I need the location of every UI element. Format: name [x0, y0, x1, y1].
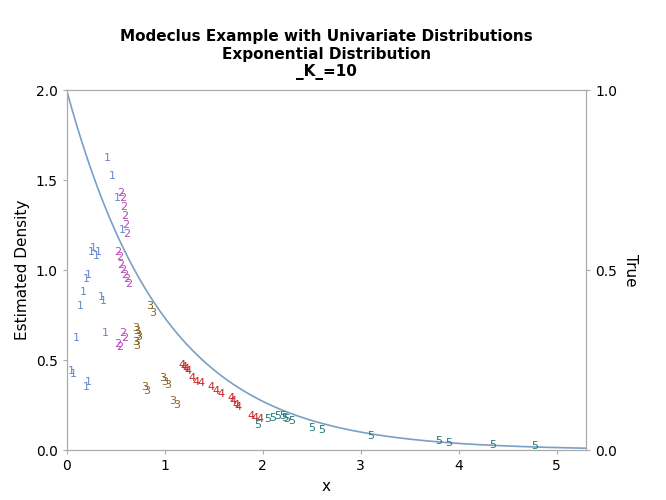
Text: 2: 2	[119, 265, 126, 275]
Text: 4: 4	[228, 393, 235, 403]
Text: 2: 2	[119, 328, 126, 338]
Text: 4: 4	[256, 414, 263, 424]
Text: 1: 1	[114, 193, 121, 203]
Text: 3: 3	[159, 373, 166, 383]
Y-axis label: Estimated Density: Estimated Density	[15, 200, 30, 340]
Text: 2: 2	[116, 342, 123, 352]
Text: 3: 3	[164, 380, 171, 390]
Text: 5: 5	[318, 425, 325, 435]
Text: 2: 2	[114, 339, 121, 349]
Y-axis label: True: True	[623, 254, 638, 286]
Text: 3: 3	[143, 386, 151, 396]
Text: 1: 1	[89, 244, 97, 254]
Text: 4: 4	[178, 360, 186, 370]
Text: 3: 3	[135, 330, 142, 340]
Text: 1: 1	[83, 274, 90, 284]
Text: 1: 1	[97, 292, 105, 302]
Text: 4: 4	[182, 364, 190, 374]
Text: 4: 4	[247, 411, 254, 421]
Text: 5: 5	[436, 436, 443, 446]
Text: 2: 2	[121, 211, 128, 221]
Text: 5: 5	[254, 420, 261, 430]
Text: 5: 5	[288, 416, 296, 426]
Text: 2: 2	[121, 334, 128, 344]
Text: 4: 4	[218, 389, 225, 399]
Text: 1: 1	[85, 376, 92, 386]
Text: 1: 1	[73, 334, 80, 344]
Text: 3: 3	[147, 301, 153, 311]
Text: 3: 3	[141, 382, 149, 392]
Text: 4: 4	[232, 400, 240, 410]
Text: 5: 5	[274, 411, 281, 421]
Text: 1: 1	[80, 286, 87, 296]
Text: 4: 4	[184, 366, 192, 376]
Text: 2: 2	[125, 280, 132, 289]
Text: 3: 3	[132, 322, 139, 332]
Text: 4: 4	[251, 412, 258, 422]
Text: 5: 5	[308, 424, 315, 434]
Text: 2: 2	[117, 260, 124, 270]
Text: 1: 1	[88, 247, 95, 257]
Text: 3: 3	[169, 396, 176, 406]
Text: 1: 1	[119, 226, 126, 235]
Text: 2: 2	[123, 274, 130, 284]
Text: 5: 5	[367, 430, 374, 440]
Text: 3: 3	[134, 340, 141, 350]
Text: 1: 1	[105, 154, 111, 164]
Text: 4: 4	[230, 396, 237, 406]
Text: 1: 1	[70, 370, 77, 380]
Text: 1: 1	[93, 250, 99, 260]
Text: 1: 1	[95, 247, 101, 257]
Text: 3: 3	[149, 308, 157, 318]
Title: Modeclus Example with Univariate Distributions
Exponential Distribution
_K_=10: Modeclus Example with Univariate Distrib…	[120, 30, 533, 80]
Text: 2: 2	[120, 202, 127, 212]
Text: 1: 1	[68, 366, 75, 376]
Text: 5: 5	[446, 438, 452, 448]
Text: 4: 4	[212, 386, 219, 396]
Text: 2: 2	[114, 247, 121, 257]
Text: 3: 3	[132, 337, 139, 347]
Text: 4: 4	[192, 376, 200, 386]
Text: 5: 5	[264, 414, 271, 424]
Text: 5: 5	[531, 442, 539, 452]
Text: 5: 5	[490, 440, 496, 450]
Text: 5: 5	[279, 411, 286, 421]
Text: 4: 4	[197, 378, 204, 388]
Text: 2: 2	[119, 193, 126, 203]
Text: 2: 2	[121, 270, 128, 280]
Text: 3: 3	[161, 376, 168, 386]
Text: 3: 3	[136, 332, 143, 342]
Text: 1: 1	[83, 382, 90, 392]
Text: 5: 5	[280, 412, 288, 422]
Text: 5: 5	[284, 414, 290, 424]
Text: 4: 4	[207, 382, 214, 392]
Text: 3: 3	[134, 326, 141, 336]
Text: 2: 2	[117, 188, 124, 198]
Text: 1: 1	[109, 172, 116, 181]
X-axis label: x: x	[322, 478, 331, 494]
Text: 3: 3	[173, 400, 180, 410]
Text: 4: 4	[188, 373, 196, 383]
Text: 2: 2	[123, 229, 130, 239]
Text: 1: 1	[103, 328, 109, 338]
Text: 1: 1	[77, 301, 84, 311]
Text: 5: 5	[269, 412, 276, 422]
Text: 2: 2	[116, 252, 123, 262]
Text: 4: 4	[180, 362, 188, 372]
Text: 2: 2	[122, 220, 129, 230]
Text: 4: 4	[234, 402, 242, 412]
Text: 1: 1	[85, 270, 92, 280]
Text: 1: 1	[99, 296, 107, 306]
